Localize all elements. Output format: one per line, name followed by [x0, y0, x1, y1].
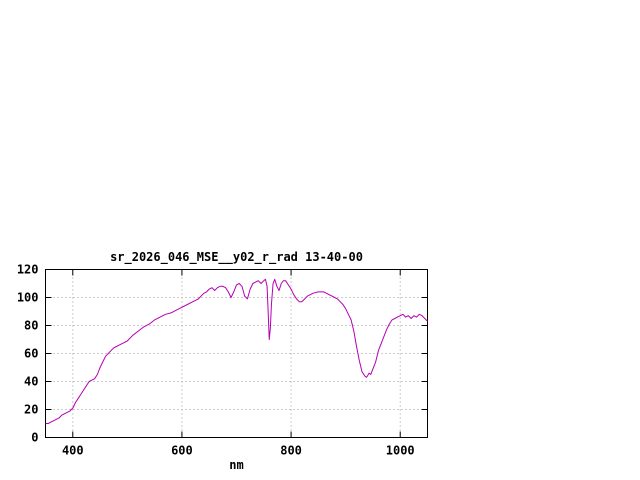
x-tick-label: 600 — [171, 444, 193, 458]
x-tick-label: 1000 — [386, 444, 415, 458]
plot-border — [45, 269, 428, 438]
y-tick-label: 20 — [24, 403, 38, 417]
y-tick-label: 0 — [31, 431, 38, 445]
y-tick-label: 100 — [17, 291, 39, 305]
y-tick-label: 60 — [24, 347, 38, 361]
y-tick-label: 40 — [24, 375, 38, 389]
x-tick-label: 800 — [280, 444, 302, 458]
x-axis-label: nm — [229, 458, 244, 472]
y-tick-label: 80 — [24, 319, 38, 333]
chart-title: sr_2026_046_MSE__y02_r_rad 13-40-00 — [110, 250, 363, 264]
x-tick-label: 400 — [62, 444, 84, 458]
y-tick-label: 120 — [17, 263, 39, 277]
spectral-curve — [45, 278, 428, 424]
